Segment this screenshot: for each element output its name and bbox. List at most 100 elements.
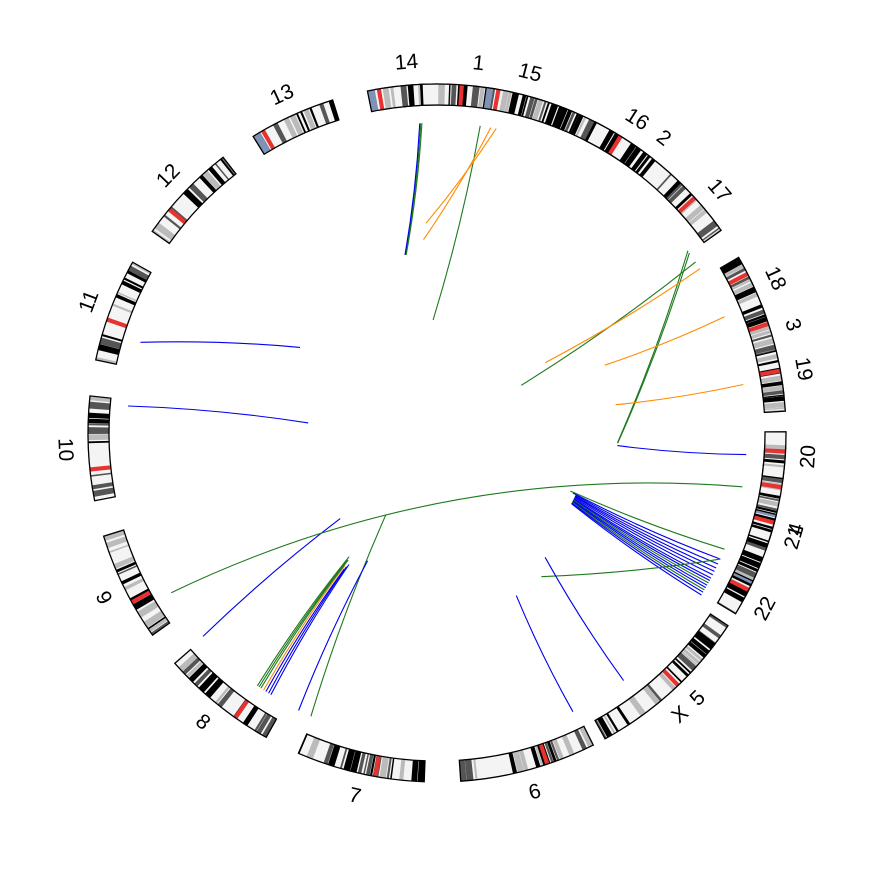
link-orange [545,268,701,364]
chromosome-8 [173,648,278,739]
cytoband [137,601,159,618]
chromosome-16 [584,120,654,177]
cytoband [459,759,467,782]
chromosome-outline [761,431,787,480]
chromosome-outline [87,395,117,502]
chromosome-label-1: 1 [471,51,485,75]
cytoband [217,688,235,708]
cytoband [726,581,749,597]
chromosome-13 [252,99,340,156]
cytoband [464,759,474,781]
cytoband [675,192,693,210]
cytoband [194,668,212,687]
cytoband [595,719,607,739]
cytoband [189,183,208,203]
cytoband [544,742,554,763]
cytoband [152,229,171,244]
cytoband [508,752,518,774]
chromosome-label-19: 19 [790,356,817,383]
cytoband [688,209,707,225]
cytoband [532,99,544,121]
cytoband [752,521,774,530]
chromosome-body [459,726,594,782]
cytoband [117,291,138,302]
cytoband [702,227,720,241]
acrocentric-arm [253,132,271,155]
centromere-marker [106,317,128,329]
cytoband [123,277,144,289]
cytoband [549,740,560,761]
centromere-marker [376,88,385,110]
cytoband [295,112,307,133]
link-blue [574,496,715,572]
cytoband [198,672,218,693]
cytoband [725,267,746,281]
chromosome-11 [94,261,152,366]
cytoband [538,101,547,122]
link-blue [572,500,707,589]
cytoband [597,716,613,738]
cytoband [759,492,781,499]
cytoband [131,262,151,275]
cytoband [328,100,339,122]
cytoband [690,210,708,226]
cytoband [350,750,362,773]
centromere-marker [760,482,783,490]
chromosome-label-2: 2 [652,125,675,150]
chromosome-9 [102,529,171,637]
link-blue [544,557,625,681]
cytoband [671,660,689,677]
link-blue [515,595,574,712]
centromere-marker [538,743,550,765]
cytoband [178,653,198,672]
ideogram-ring [87,83,787,783]
link-blue [574,495,717,569]
cytoband [88,434,110,441]
cytoband [88,440,110,444]
cytoband [723,587,745,603]
cytoband [656,173,672,191]
cytoband [748,534,769,543]
chromosome-outline [458,725,595,782]
link-blue [298,560,369,711]
cytoband [411,760,419,782]
cytoband [739,555,761,569]
cytoband [369,754,376,776]
centromere-marker [677,196,697,214]
cytoband [88,423,110,426]
cytoband [438,84,445,106]
link-green [258,559,349,688]
cytoband [731,279,752,291]
cytoband [202,170,221,191]
cytoband [756,506,778,514]
cytoband [254,712,268,732]
link-green [256,556,350,687]
cytoband [188,663,208,683]
cytoband [560,109,573,131]
chromosome-outline [173,648,278,739]
link-blue [270,564,350,696]
chromosome-18 [721,260,767,324]
cytoband [579,726,594,748]
cytoband [732,282,754,295]
cytoband [524,96,535,119]
cytoband [561,734,575,756]
cytoband [115,561,137,573]
cytoband [658,672,676,691]
cytoband [570,114,584,136]
cytoband [677,652,697,671]
centromere-marker [764,448,786,454]
cytoband [214,162,230,181]
link-green [405,123,423,255]
cytoband [88,412,110,419]
cytoband [564,111,576,132]
link-blue [573,498,711,581]
cytoband [186,661,204,678]
centromere-marker [492,89,501,111]
chromosome-outline [102,529,171,637]
cytoband [761,381,783,388]
cytoband [150,620,170,636]
cytoband [182,657,201,675]
cytoband [90,472,112,477]
link-green [170,482,743,594]
